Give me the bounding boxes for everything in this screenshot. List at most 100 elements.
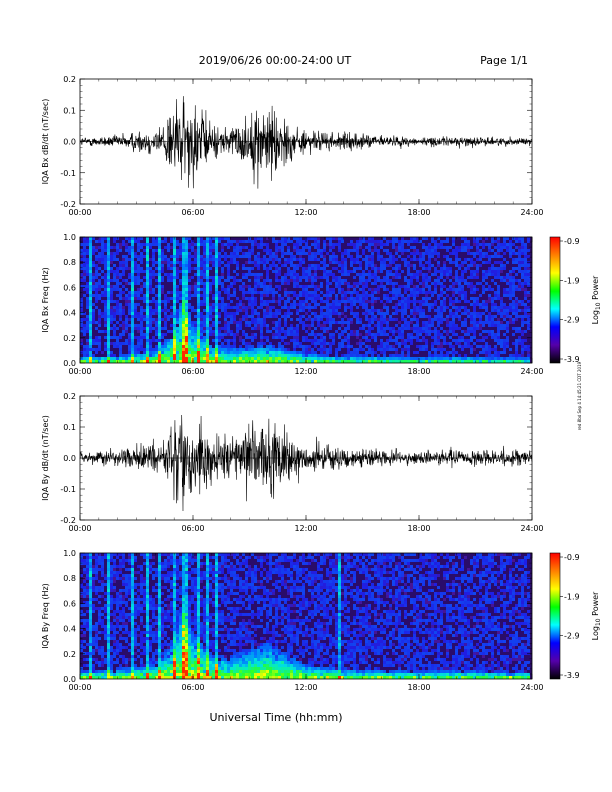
spectrogram-cell	[356, 261, 359, 264]
spectrogram-cell	[155, 351, 158, 354]
spectrogram-cell	[95, 568, 98, 571]
spectrogram-cell	[467, 246, 470, 249]
spectrogram-cell	[137, 276, 140, 279]
spectrogram-cell	[113, 285, 116, 288]
spectrogram-cell	[218, 339, 221, 342]
spectrogram-cell	[320, 261, 323, 264]
spectrogram-cell	[239, 318, 242, 321]
spectrogram-cell	[359, 255, 362, 258]
spectrogram-cell	[179, 291, 182, 294]
spectrogram-cell	[140, 285, 143, 288]
spectrogram-cell	[83, 312, 86, 315]
spectrogram-cell	[83, 243, 86, 246]
spectrogram-cell	[458, 345, 461, 348]
spectrogram-cell	[245, 255, 248, 258]
spectrogram-cell	[119, 360, 122, 363]
spectrogram-cell	[242, 351, 245, 354]
spectrogram-cell	[362, 336, 365, 339]
spectrogram-cell	[293, 276, 296, 279]
spectrogram-cell	[224, 357, 227, 360]
spectrogram-cell	[275, 246, 278, 249]
spectrogram-cell	[368, 327, 371, 330]
spectrogram-cell	[206, 288, 209, 291]
spectrogram-cell	[431, 354, 434, 357]
spectrogram-cell	[455, 327, 458, 330]
spectrogram-cell	[122, 264, 125, 267]
spectrogram-cell	[488, 360, 491, 363]
spectrogram-cell	[452, 312, 455, 315]
spectrogram-cell	[92, 282, 95, 285]
spectrogram-cell	[83, 673, 86, 676]
spectrogram-cell	[230, 360, 233, 363]
spectrogram-cell	[92, 589, 95, 592]
spectrogram-cell	[158, 330, 161, 333]
spectrogram-cell	[83, 604, 86, 607]
spectrogram-cell	[464, 309, 467, 312]
spectrogram-cell	[491, 321, 494, 324]
spectrogram-cell	[164, 327, 167, 330]
spectrogram-cell	[506, 345, 509, 348]
spectrogram-cell	[332, 255, 335, 258]
spectrogram-cell	[86, 330, 89, 333]
spectrogram-cell	[365, 297, 368, 300]
spectrogram-cell	[458, 360, 461, 363]
spectrogram-cell	[479, 327, 482, 330]
spectrogram-cell	[173, 345, 176, 348]
spectrogram-cell	[434, 333, 437, 336]
spectrogram-cell	[221, 357, 224, 360]
spectrogram-cell	[416, 252, 419, 255]
y-axis-title: IQA Bx Freq (Hz)	[41, 267, 50, 333]
spectrogram-cell	[197, 309, 200, 312]
spectrogram-cell	[353, 276, 356, 279]
spectrogram-cell	[371, 348, 374, 351]
spectrogram-cell	[368, 273, 371, 276]
spectrogram-cell	[86, 282, 89, 285]
spectrogram-cell	[356, 354, 359, 357]
spectrogram-cell	[392, 240, 395, 243]
spectrogram-cell	[434, 240, 437, 243]
spectrogram-cell	[155, 273, 158, 276]
spectrogram-cell	[89, 607, 92, 610]
spectrogram-cell	[152, 351, 155, 354]
spectrogram-cell	[143, 249, 146, 252]
spectrogram-cell	[92, 261, 95, 264]
spectrogram-cell	[158, 327, 161, 330]
spectrogram-cell	[134, 348, 137, 351]
spectrogram-cell	[518, 270, 521, 273]
spectrogram-cell	[365, 240, 368, 243]
spectrogram-cell	[146, 300, 149, 303]
spectrogram-cell	[296, 345, 299, 348]
spectrogram-cell	[338, 249, 341, 252]
spectrogram-cell	[146, 294, 149, 297]
spectrogram-cell	[431, 282, 434, 285]
spectrogram-cell	[422, 267, 425, 270]
spectrogram-cell	[86, 354, 89, 357]
spectrogram-cell	[473, 237, 476, 240]
spectrogram-cell	[119, 261, 122, 264]
spectrogram-cell	[242, 318, 245, 321]
spectrogram-cell	[107, 333, 110, 336]
spectrogram-cell	[197, 360, 200, 363]
spectrogram-cell	[350, 291, 353, 294]
spectrogram-cell	[500, 342, 503, 345]
spectrogram-cell	[503, 345, 506, 348]
spectrogram-cell	[86, 604, 89, 607]
spectrogram-cell	[320, 339, 323, 342]
spectrogram-cell	[362, 273, 365, 276]
spectrogram-cell	[362, 354, 365, 357]
spectrogram-cell	[218, 282, 221, 285]
spectrogram-cell	[287, 270, 290, 273]
spectrogram-cell	[131, 273, 134, 276]
spectrogram-cell	[380, 279, 383, 282]
spectrogram-cell	[455, 249, 458, 252]
spectrogram-cell	[146, 348, 149, 351]
spectrogram-cell	[335, 330, 338, 333]
spectrogram-cell	[254, 258, 257, 261]
spectrogram-cell	[317, 297, 320, 300]
spectrogram-cell	[206, 297, 209, 300]
spectrogram-cell	[278, 288, 281, 291]
spectrogram-cell	[344, 303, 347, 306]
spectrogram-cell	[428, 279, 431, 282]
spectrogram-cell	[86, 673, 89, 676]
spectrogram-cell	[137, 339, 140, 342]
